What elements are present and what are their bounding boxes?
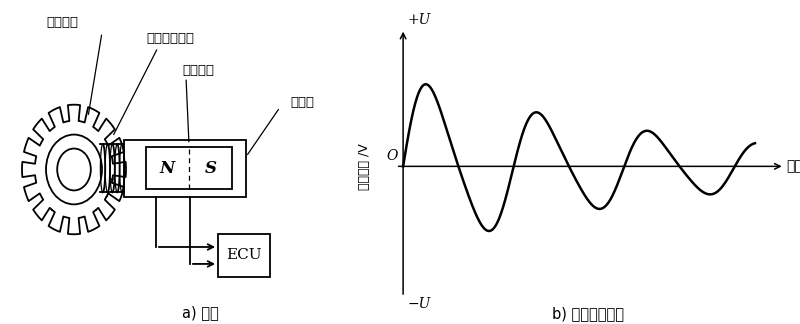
- Text: −U: −U: [407, 297, 431, 311]
- Text: 电磁感应线圈: 电磁感应线圈: [146, 32, 194, 45]
- Text: 永久磁铁: 永久磁铁: [182, 64, 214, 77]
- Text: N: N: [160, 160, 175, 177]
- Text: +U: +U: [407, 13, 431, 27]
- Bar: [218, 234, 270, 277]
- Text: b) 感应电压曲线: b) 感应电压曲线: [552, 306, 624, 321]
- Text: ECU: ECU: [226, 249, 262, 262]
- Text: O: O: [386, 149, 398, 163]
- Bar: [124, 140, 246, 197]
- Text: 时间: 时间: [786, 159, 800, 173]
- Text: 感应转子: 感应转子: [46, 16, 78, 29]
- Text: 感应电压 /V: 感应电压 /V: [358, 143, 370, 190]
- Bar: [146, 147, 232, 190]
- Text: S: S: [205, 160, 217, 177]
- Text: 传感器: 传感器: [290, 96, 314, 109]
- Text: a) 结构: a) 结构: [182, 306, 218, 320]
